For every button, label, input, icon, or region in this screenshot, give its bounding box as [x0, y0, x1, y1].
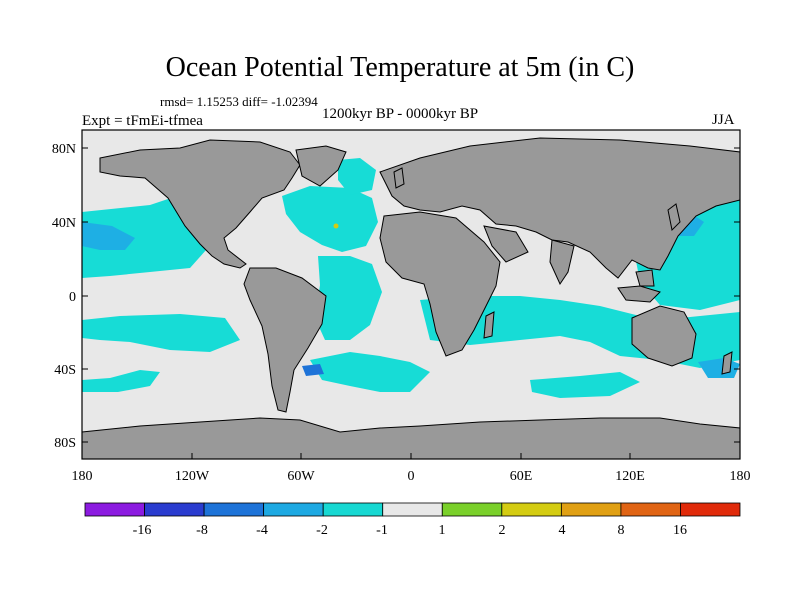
madagascar: [483, 311, 495, 339]
north-america: [99, 139, 301, 269]
eurasia: [379, 137, 741, 279]
lat-label: 40S: [54, 363, 76, 378]
africa: [379, 211, 501, 357]
lat-label: 80S: [54, 436, 76, 451]
colorbar-swatch: [144, 502, 205, 517]
borneo: [635, 269, 655, 287]
lon-label: 0: [408, 469, 415, 484]
experiment-label: Expt = tFmEi-tfmea: [82, 113, 203, 129]
land-masses: [81, 137, 741, 460]
lon-label: 180: [72, 469, 93, 484]
arabia: [483, 225, 529, 263]
colorbar-label: 8: [618, 523, 625, 538]
colorbar-swatch: [322, 502, 384, 517]
colorbar-swatch: [84, 502, 145, 517]
colorbar-label: 16: [673, 523, 687, 538]
lon-ticks: [81, 453, 741, 459]
colorbar-label: -16: [133, 523, 152, 538]
colorbar-label: 4: [559, 523, 566, 538]
colorbar-swatch: [263, 502, 324, 517]
warm-anomaly-dot: [333, 223, 339, 229]
season-label: JJA: [712, 112, 735, 128]
indonesia: [617, 285, 661, 303]
lon-label: 120W: [175, 469, 210, 484]
lat-label: 0: [69, 290, 76, 305]
colorbar-swatch: [620, 502, 681, 517]
lon-label: 120E: [615, 469, 645, 484]
colorbar-swatch: [501, 502, 562, 517]
colorbar-swatch: [680, 502, 741, 517]
lon-label: 60E: [510, 469, 533, 484]
lon-label: 180: [730, 469, 751, 484]
lon-labels: 180 120W 60W 0 60E 120E 180: [72, 469, 751, 484]
colorbar-label: -4: [256, 523, 268, 538]
colorbar-label: -8: [196, 523, 208, 538]
japan: [667, 203, 681, 232]
colorbar-label: -1: [376, 523, 388, 538]
colorbar: [84, 502, 741, 517]
british-isles: [393, 167, 405, 189]
australia: [631, 305, 697, 367]
colorbar-label: 1: [439, 523, 446, 538]
colorbar-label: -2: [316, 523, 328, 538]
lat-label: 40N: [52, 216, 76, 231]
south-america: [243, 267, 327, 413]
colorbar-swatch: [441, 502, 503, 517]
lat-ticks: [82, 147, 740, 443]
rmsd-diff-stats: rmsd= 1.15253 diff= -1.02394: [160, 94, 318, 109]
lon-label: 60W: [287, 469, 315, 484]
map-title: Ocean Potential Temperature at 5m (in C): [165, 52, 635, 83]
greenland: [295, 145, 347, 187]
lat-label: 80N: [52, 142, 76, 157]
period-label: 1200kyr BP - 0000kyr BP: [322, 106, 479, 122]
new-zealand: [721, 351, 733, 375]
colorbar-swatch: [560, 502, 622, 517]
colorbar-swatch: [382, 502, 443, 517]
lat-labels: 80N 40N 0 40S 80S: [52, 142, 76, 451]
colorbar-labels: -16 -8 -4 -2 -1 1 2 4 8 16: [133, 523, 687, 538]
colorbar-swatch: [203, 502, 265, 517]
india: [549, 239, 575, 286]
colorbar-label: 2: [499, 523, 506, 538]
